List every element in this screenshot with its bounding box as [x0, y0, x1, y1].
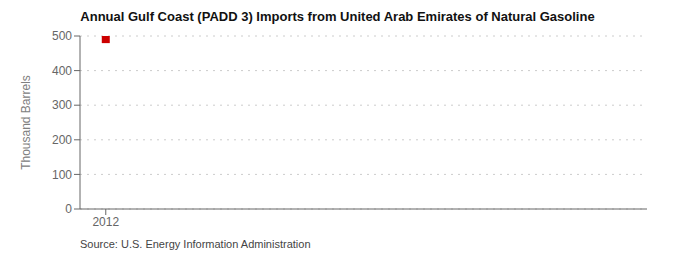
- svg-text:400: 400: [52, 64, 72, 78]
- svg-text:2012: 2012: [92, 215, 119, 229]
- svg-text:500: 500: [52, 29, 72, 43]
- svg-text:0: 0: [65, 202, 72, 216]
- html-text:Annual Gulf Coast (PADD 3) Imp: Annual Gulf Coast (PADD 3) Imports from …: [80, 9, 595, 24]
- svg-text:100: 100: [52, 168, 72, 182]
- html-text:Source: U.S. Energy Informatio: Source: U.S. Energy Information Administ…: [80, 238, 311, 250]
- svg-text:Thousand Barrels: Thousand Barrels: [19, 75, 33, 170]
- svg-text:300: 300: [52, 98, 72, 112]
- svg-text:200: 200: [52, 133, 72, 147]
